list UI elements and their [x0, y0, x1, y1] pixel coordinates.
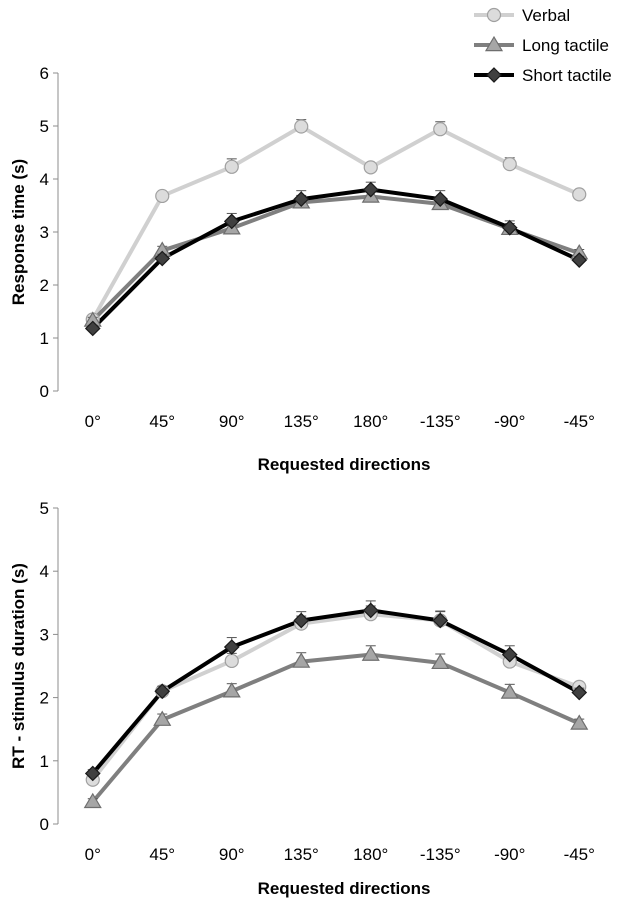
data-point-short-tactile [571, 252, 588, 268]
data-point-short-tactile [84, 320, 101, 337]
data-point-long-tactile [292, 652, 311, 668]
data-point-short-tactile [571, 684, 588, 701]
data-point-short-tactile [501, 219, 518, 236]
y-axis-title: RT - stimulus duration (s) [9, 563, 28, 769]
x-tick-label: 180° [353, 845, 388, 864]
x-tick-label: 45° [149, 845, 175, 864]
legend-label-long-tactile: Long tactile [522, 36, 609, 55]
x-tick-label: 0° [85, 845, 101, 864]
x-tick-label: 90° [219, 845, 245, 864]
x-tick-label: -45° [564, 412, 595, 431]
data-point-short-tactile [154, 683, 171, 700]
series-line-verbal [91, 124, 581, 321]
data-point-verbal [363, 160, 378, 175]
data-point-long-tactile [361, 645, 380, 661]
y-tick-label: 6 [40, 64, 49, 83]
data-point-short-tactile [223, 639, 240, 655]
x-tick-label: -135° [420, 412, 461, 431]
y-tick-label: 4 [40, 562, 49, 581]
y-tick-label: 2 [40, 276, 49, 295]
x-tick-label: -45° [564, 845, 595, 864]
y-tick-label: 1 [40, 329, 49, 348]
y-tick-label: 5 [40, 499, 49, 518]
y-tick-label: 1 [40, 752, 49, 771]
x-axis-title: Requested directions [258, 455, 431, 474]
y-tick-label: 3 [40, 625, 49, 644]
x-tick-label: 0° [85, 412, 101, 431]
x-tick-label: 180° [353, 412, 388, 431]
series-line-short-tactile [91, 187, 581, 330]
x-tick-label: -90° [494, 412, 525, 431]
data-point-verbal [433, 122, 448, 137]
x-tick-label: 45° [149, 412, 175, 431]
legend-marker-verbal [486, 7, 502, 23]
data-point-verbal [294, 119, 309, 134]
legend-label-verbal: Verbal [522, 6, 570, 25]
x-tick-label: -90° [494, 845, 525, 864]
y-tick-label: 5 [40, 117, 49, 136]
chart-rt-minus-stimulus: 0 1 2 3 4 5 RT - stimulus duration (s) 0° 45° 90°… [9, 499, 595, 898]
x-tick-label: -135° [420, 845, 461, 864]
data-point-short-tactile [84, 765, 101, 782]
x-tick-label: 90° [219, 412, 245, 431]
data-point-verbal [224, 159, 239, 174]
data-point-verbal [224, 653, 239, 669]
data-point-long-tactile [153, 710, 172, 726]
y-tick-label: 0 [40, 382, 49, 401]
data-point-long-tactile [83, 792, 102, 809]
data-point-long-tactile [431, 653, 450, 670]
chart-response-time: 0 1 2 3 4 5 6 Response time (s) 0° 45° 90° 135° 180°… [9, 64, 595, 474]
series-line-long-tactile [91, 652, 581, 804]
data-point-long-tactile [222, 682, 241, 698]
legend-marker-long-tactile [484, 35, 504, 52]
x-axis-title: Requested directions [258, 879, 431, 898]
data-point-short-tactile [362, 602, 379, 619]
legend: Verbal Long tactile Short tactile [474, 6, 612, 85]
series-line-short-tactile [91, 608, 581, 775]
y-tick-label: 2 [40, 689, 49, 708]
data-point-short-tactile [432, 612, 449, 629]
x-tick-label: 135° [284, 845, 319, 864]
data-point-verbal [572, 187, 587, 202]
y-tick-label: 3 [40, 223, 49, 242]
data-point-short-tactile [362, 181, 379, 198]
data-point-verbal [502, 157, 517, 172]
data-point-short-tactile [293, 191, 310, 207]
legend-marker-short-tactile [486, 67, 502, 83]
data-point-short-tactile [432, 191, 449, 207]
y-tick-label: 0 [40, 815, 49, 834]
data-point-short-tactile [223, 213, 240, 230]
y-tick-label: 4 [40, 170, 49, 189]
data-point-short-tactile [154, 250, 171, 267]
data-point-long-tactile [570, 714, 589, 730]
data-point-short-tactile [293, 612, 310, 629]
x-tick-label: 135° [284, 412, 319, 431]
y-axis-title: Response time (s) [9, 159, 28, 305]
data-point-short-tactile [501, 646, 518, 663]
legend-label-short-tactile: Short tactile [522, 66, 612, 85]
data-point-verbal [155, 188, 170, 204]
data-point-long-tactile [500, 683, 519, 699]
